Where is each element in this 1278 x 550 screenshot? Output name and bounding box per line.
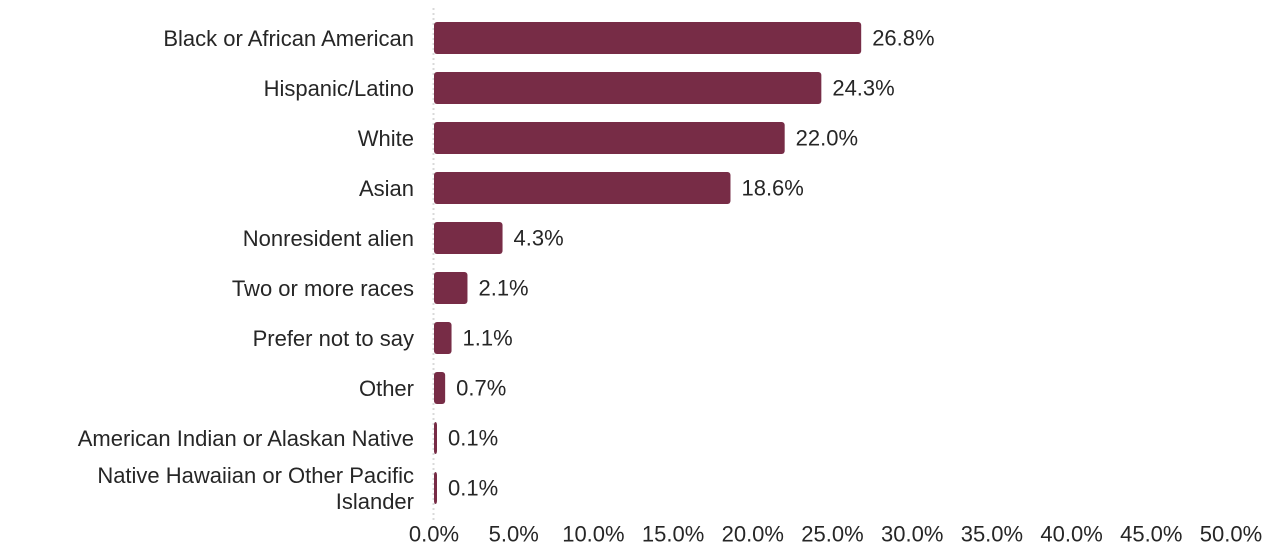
x-tick-label: 15.0% — [642, 522, 704, 547]
bar — [434, 22, 862, 54]
x-tick-label: 5.0% — [489, 522, 539, 547]
data-label: 0.1% — [448, 476, 498, 501]
x-tick-label: 25.0% — [801, 522, 863, 547]
bar — [434, 172, 731, 204]
category-label: American Indian or Alaskan Native — [78, 426, 414, 451]
category-label: Hispanic/Latino — [264, 76, 414, 101]
bar — [434, 72, 822, 104]
category-label: Other — [359, 376, 414, 401]
bar — [434, 222, 503, 254]
x-tick-label: 30.0% — [881, 522, 943, 547]
data-label: 0.7% — [456, 376, 506, 401]
x-tick-labels-group: 0.0% 5.0% 10.0% 15.0% 20.0% 25.0% 30.0% 35.0% 40… — [409, 522, 1262, 547]
category-labels-group: Black or African American Hispanic/Latino… — [78, 26, 414, 514]
data-label: 18.6% — [741, 176, 803, 201]
data-label: 26.8% — [872, 26, 934, 51]
data-label: 22.0% — [796, 126, 858, 151]
bar — [434, 272, 468, 304]
data-label: 1.1% — [463, 326, 513, 351]
data-label: 24.3% — [832, 76, 894, 101]
data-label: 0.1% — [448, 426, 498, 451]
category-label: Two or more races — [232, 276, 414, 301]
bar — [434, 122, 785, 154]
data-labels-group: 26.8% 24.3% 22.0% 18.6% 4.3% 2.1% 1.1% 0.7% 0.1%… — [448, 26, 935, 501]
x-tick-label: 20.0% — [722, 522, 784, 547]
category-label: White — [358, 126, 414, 151]
x-tick-label: 10.0% — [562, 522, 624, 547]
bar — [434, 372, 446, 404]
category-label: Native Hawaiian or Other Pacific Islander — [97, 463, 414, 514]
x-tick-label: 35.0% — [961, 522, 1023, 547]
category-label: Nonresident alien — [243, 226, 414, 251]
bar — [434, 422, 437, 454]
category-label: Prefer not to say — [253, 326, 414, 351]
x-tick-label: 50.0% — [1200, 522, 1262, 547]
x-tick-label: 45.0% — [1120, 522, 1182, 547]
bar — [434, 472, 437, 504]
data-label: 2.1% — [478, 276, 528, 301]
category-label: Asian — [359, 176, 414, 201]
bar — [434, 322, 452, 354]
category-label: Black or African American — [163, 26, 414, 51]
bars-group — [434, 22, 862, 504]
x-tick-label: 0.0% — [409, 522, 459, 547]
data-label: 4.3% — [514, 226, 564, 251]
x-tick-label: 40.0% — [1040, 522, 1102, 547]
